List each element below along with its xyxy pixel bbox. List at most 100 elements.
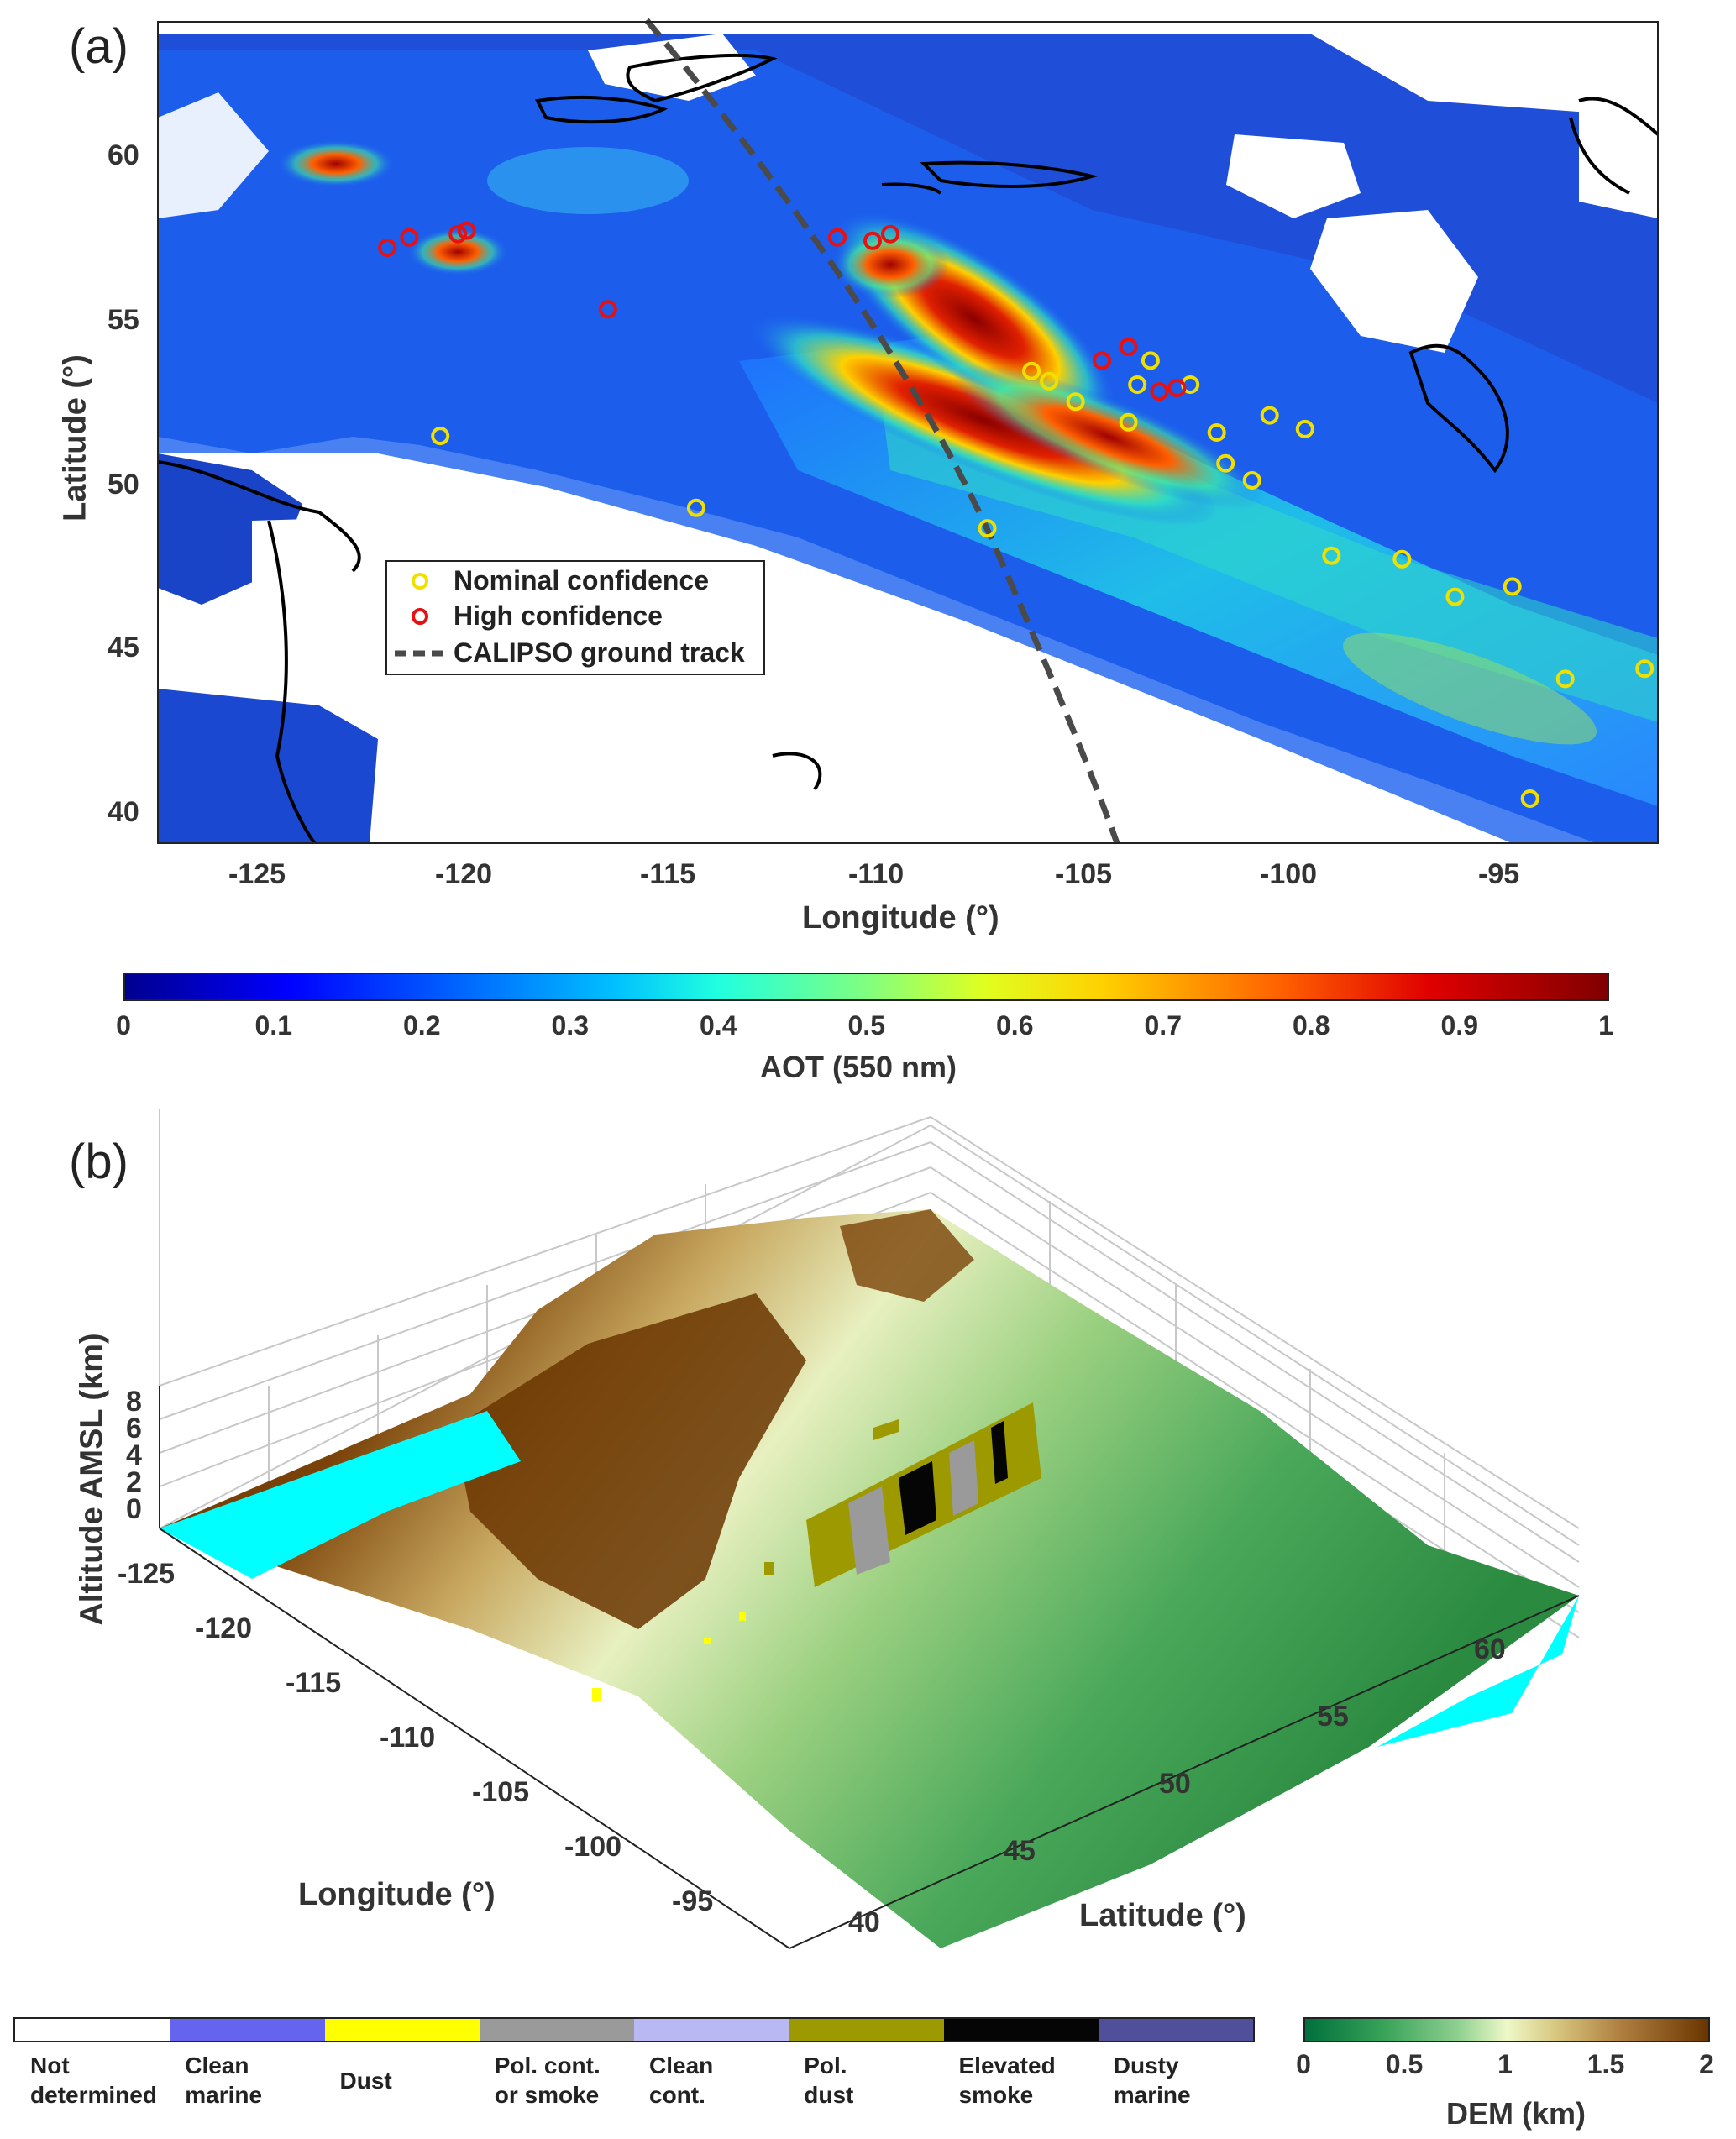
aerosol-class-label: Pol. cont. or smoke	[494, 2052, 601, 2108]
aot-field	[158, 22, 1658, 843]
fire-high-point	[1119, 338, 1138, 357]
aot-colorbar-tick: 0	[116, 1010, 131, 1041]
dem-colorbar-tick: 2	[1699, 2049, 1714, 2079]
lon-tick-3d: -120	[195, 1612, 253, 1644]
panel-a-ylabel: Latitude (°)	[57, 354, 93, 522]
panel-a-xlabel: Longitude (°)	[802, 900, 999, 936]
fire-nominal-point	[1216, 453, 1235, 473]
fire-nominal-point	[1295, 419, 1314, 438]
lon-tick-3d: -115	[286, 1667, 342, 1699]
fire-high-point	[1150, 382, 1169, 401]
lat-tick-3d: 40	[848, 1906, 880, 1938]
alt-tick: 0	[126, 1493, 142, 1525]
aerosol-class-swatch	[789, 2019, 944, 2041]
lon-tick-3d: -100	[564, 1831, 622, 1863]
aerosol-class-swatch	[634, 2019, 789, 2041]
fire-nominal-point	[1520, 789, 1539, 808]
legend-high-text: High confidence	[454, 600, 663, 631]
fire-high-point	[448, 224, 468, 244]
aot-colorbar-tick: 0.7	[1144, 1010, 1182, 1041]
lon-tick-3d: -105	[472, 1776, 530, 1808]
aerosol-type-colorbar	[13, 2017, 1255, 2042]
fire-nominal-point	[686, 498, 705, 517]
dem-colorbar-tick: 0.5	[1385, 2049, 1424, 2079]
alt-tick: 8	[126, 1386, 142, 1418]
lat-tick: 45	[108, 632, 139, 663]
high-legend-marker	[412, 608, 428, 625]
lat-tick-3d: 55	[1317, 1701, 1349, 1733]
dem-colorbar-label: DEM (km)	[1446, 2096, 1587, 2131]
fire-high-point	[1093, 351, 1112, 370]
fire-nominal-point	[1260, 406, 1279, 425]
panel-b-label: (b)	[69, 1135, 128, 1189]
aerosol-class-label: Dust	[339, 2068, 392, 2094]
aot-colorbar	[123, 973, 1609, 1001]
aerosol-class-swatch	[15, 2019, 170, 2041]
fire-high-point	[828, 228, 847, 247]
aerosol-class-swatch	[1098, 2019, 1253, 2041]
dem-3d-plot	[159, 1109, 1580, 1949]
aot-colorbar-tick: 0.3	[551, 1010, 589, 1041]
lat-tick: 60	[108, 139, 139, 171]
lat-tick-3d: 50	[1159, 1768, 1191, 1800]
fire-nominal-point	[431, 427, 450, 446]
dem-colorbar-tick: 0	[1296, 2049, 1311, 2079]
lon-tick: -110	[848, 858, 905, 890]
lat-tick-3d: 45	[1004, 1835, 1036, 1867]
coastlines	[158, 53, 1658, 843]
calipso-curtain	[592, 1402, 1041, 1701]
aot-colorbar-label: AOT (550 nm)	[760, 1050, 957, 1084]
lon-tick: -95	[1478, 858, 1520, 890]
aot-map	[157, 18, 1659, 845]
aot-colorbar-tick: 0.2	[403, 1010, 441, 1041]
fire-nominal-point	[1635, 659, 1655, 679]
panel-a-label: (a)	[69, 19, 128, 74]
map-legend	[385, 560, 765, 675]
aot-colorbar-tick: 0.8	[1293, 1010, 1330, 1041]
lon-tick: -120	[435, 858, 493, 890]
aerosol-class-label: Clean marine	[185, 2052, 263, 2108]
lon-tick: -125	[228, 858, 286, 890]
dem-colorbar	[1303, 2017, 1710, 2042]
aot-colorbar-tick: 0.6	[996, 1010, 1034, 1041]
fire-high-point	[881, 224, 899, 244]
aerosol-class-label: Not determined	[30, 2052, 157, 2108]
aerosol-class-swatch	[170, 2019, 325, 2041]
fire-high-point	[457, 221, 476, 240]
aerosol-class-swatch	[479, 2019, 634, 2041]
fire-nominal-point	[1022, 361, 1041, 380]
fire-nominal-point	[1207, 423, 1226, 442]
fire-nominal-point	[1141, 351, 1160, 370]
fire-nominal-point	[1322, 546, 1341, 565]
fire-nominal-point	[1066, 392, 1085, 412]
fire-nominal-point	[978, 519, 997, 538]
aot-colorbar-tick: 0.1	[254, 1010, 292, 1041]
lon-tick-3d: -110	[380, 1722, 436, 1754]
lat-tick-3d: 60	[1474, 1633, 1506, 1665]
aerosol-class-swatch	[324, 2019, 480, 2041]
aerosol-class-label: Clean cont.	[649, 2052, 714, 2108]
lon-tick-3d: -125	[118, 1558, 176, 1590]
aot-colorbar-tick: 0.5	[847, 1010, 885, 1041]
fire-nominal-point	[1040, 371, 1059, 391]
lat-tick: 55	[108, 304, 139, 336]
aerosol-class-swatch	[943, 2019, 1099, 2041]
dem-colorbar-tick: 1.5	[1587, 2049, 1625, 2079]
dem-colorbar-tick: 1	[1497, 2049, 1513, 2079]
lat-tick: 50	[108, 469, 139, 501]
aot-colorbar-tick: 0.9	[1440, 1010, 1478, 1041]
fire-high-point	[400, 228, 419, 247]
fire-high-point	[598, 300, 617, 319]
fire-nominal-point	[1445, 587, 1465, 606]
lon-tick: -115	[640, 858, 696, 890]
fire-nominal-point	[1555, 669, 1575, 689]
map-frame	[157, 21, 1659, 844]
calipso-ground-track	[644, 18, 1120, 845]
nominal-legend-marker	[412, 573, 428, 590]
panel-b-xlabel: Longitude (°)	[298, 1877, 496, 1912]
aot-colorbar-tick: 0.4	[700, 1010, 737, 1041]
legend-track-text: CALIPSO ground track	[454, 637, 745, 668]
fire-nominal-point	[1503, 577, 1522, 596]
fire-nominal-point	[1119, 412, 1138, 432]
alt-tick: 6	[126, 1413, 142, 1444]
